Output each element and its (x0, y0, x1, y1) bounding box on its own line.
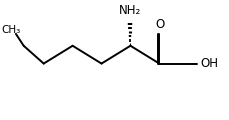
Text: OH: OH (201, 57, 218, 70)
Text: CH₃: CH₃ (2, 25, 21, 35)
Text: O: O (155, 18, 165, 31)
Text: NH₂: NH₂ (119, 4, 142, 17)
